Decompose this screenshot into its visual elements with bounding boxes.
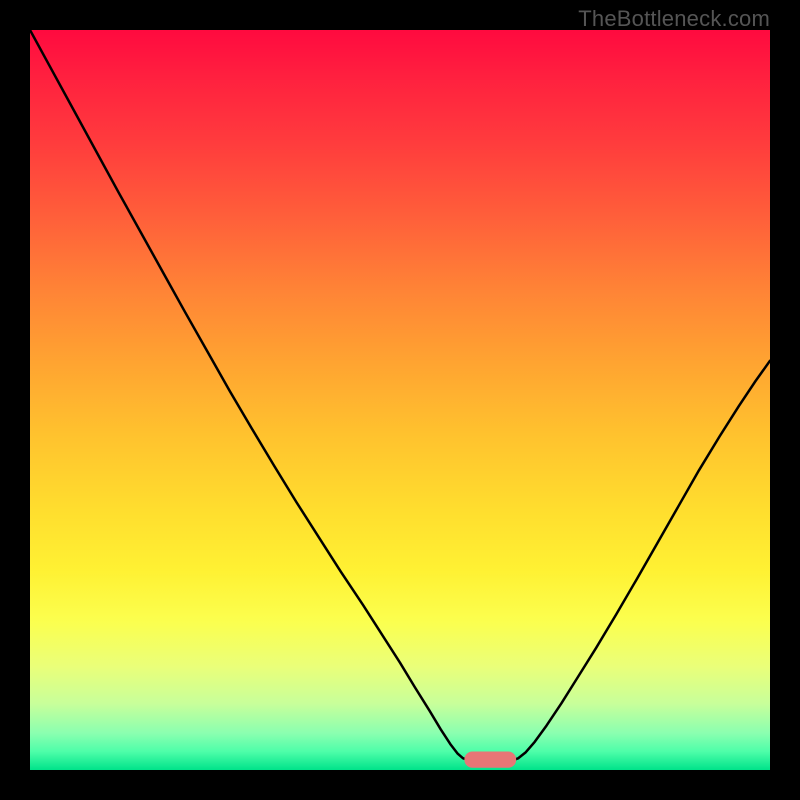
plot-area — [30, 30, 770, 770]
watermark-text: TheBottleneck.com — [578, 6, 770, 32]
bottleneck-curve — [30, 30, 770, 770]
curve-left-branch — [30, 30, 467, 760]
curve-right-branch — [515, 361, 770, 760]
bottom-marker — [464, 752, 516, 768]
chart-frame: TheBottleneck.com — [0, 0, 800, 800]
